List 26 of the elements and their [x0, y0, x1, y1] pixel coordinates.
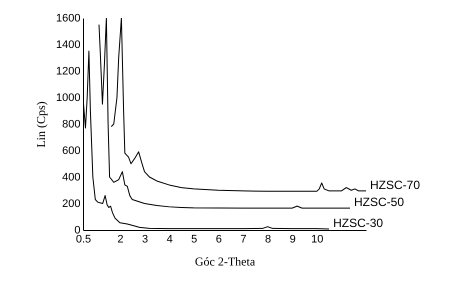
x-axis-title: Góc 2-Theta	[194, 254, 256, 268]
y-tick-label: 400	[62, 172, 80, 184]
x-tick-label: 0.5	[76, 234, 92, 246]
y-tick-label: 1600	[56, 12, 80, 24]
y-tick-label: 1000	[56, 92, 80, 104]
x-tick-label: 4	[166, 234, 173, 246]
line-series	[110, 18, 366, 192]
y-tick-label: 0	[74, 224, 80, 236]
y-tick-label: 600	[62, 145, 80, 157]
series-label: HZSC-30	[333, 216, 384, 230]
x-tick-label: 2	[117, 234, 124, 246]
y-tick-label: 800	[62, 118, 80, 130]
x-tick-label: 7	[240, 234, 247, 246]
series-label: HZSC-70	[370, 178, 420, 192]
x-tick-label: 3	[142, 234, 148, 246]
y-tick-label: 1400	[56, 39, 80, 51]
x-tick-label: 8	[265, 234, 272, 246]
x-tick-label: 10	[311, 234, 324, 246]
x-tick-label: 9	[290, 234, 296, 246]
y-tick-label: 1200	[56, 66, 80, 78]
y-axis-title: Lin (Cps)	[34, 101, 48, 148]
x-tick-label: 5	[191, 234, 198, 246]
series-label: HZSC-50	[354, 195, 404, 210]
y-tick-label: 200	[62, 198, 80, 210]
x-tick-label: 6	[216, 234, 222, 246]
line-series	[98, 18, 351, 209]
